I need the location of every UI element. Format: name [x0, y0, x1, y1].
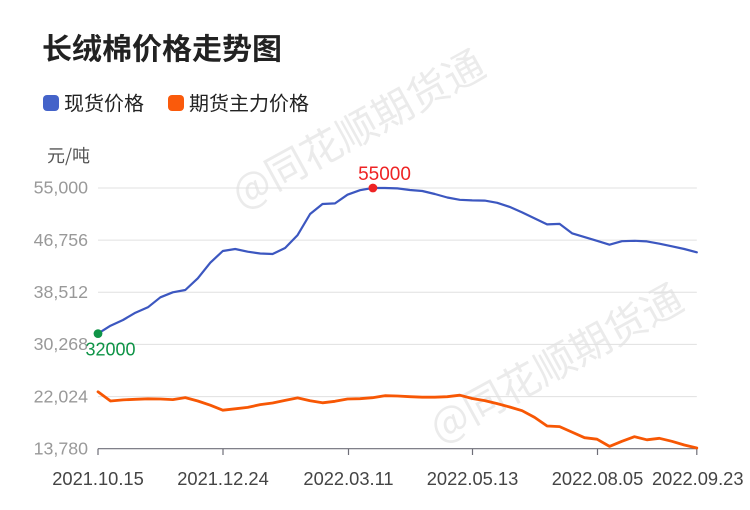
svg-text:2022.03.11: 2022.03.11 [303, 468, 393, 489]
svg-text:2022.05.13: 2022.05.13 [427, 468, 519, 489]
svg-text:22,024: 22,024 [34, 386, 88, 406]
svg-text:30,268: 30,268 [34, 334, 88, 354]
svg-text:55,000: 55,000 [34, 178, 88, 198]
svg-text:2022.09.23: 2022.09.23 [652, 468, 744, 489]
svg-text:13,780: 13,780 [34, 438, 88, 458]
svg-text:2021.12.24: 2021.12.24 [177, 468, 269, 489]
svg-text:2022.08.05: 2022.08.05 [552, 468, 644, 489]
svg-text:55000: 55000 [358, 164, 411, 185]
svg-text:46,756: 46,756 [34, 230, 88, 250]
svg-text:32000: 32000 [86, 340, 136, 360]
svg-text:38,512: 38,512 [34, 282, 88, 302]
svg-text:2021.10.15: 2021.10.15 [52, 468, 144, 489]
